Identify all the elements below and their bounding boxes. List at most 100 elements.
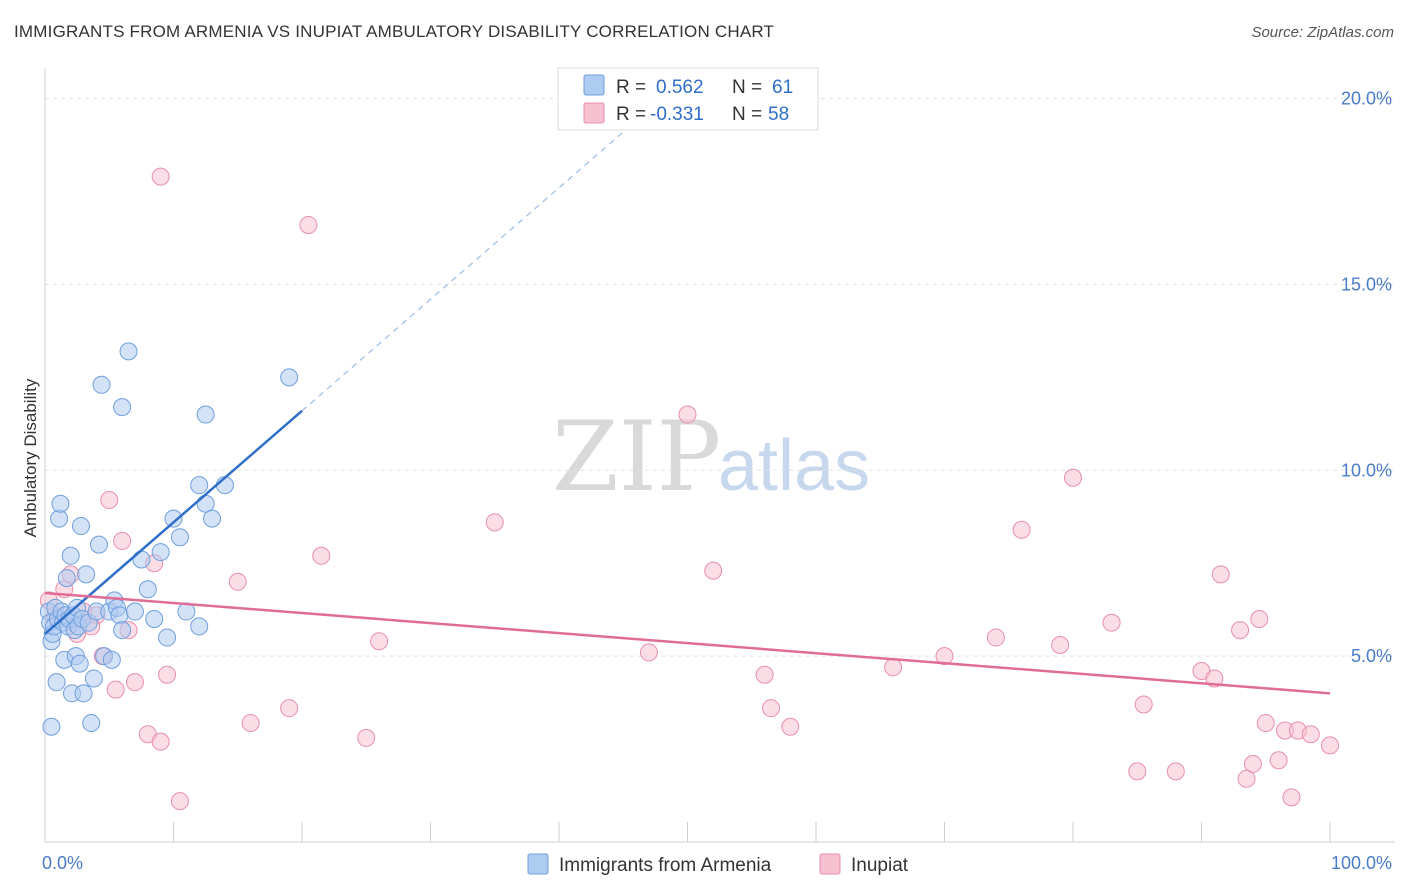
legend-r-label-2: R = (616, 104, 646, 125)
inupiat-point-10 (113, 531, 132, 550)
inupiat-point-17 (158, 665, 177, 684)
armenia-point-55 (190, 476, 209, 495)
bottom-legend-label-armenia: Immigrants from Armenia (559, 855, 772, 876)
inupiat-point-34 (935, 647, 954, 666)
armenia-point-54 (196, 405, 215, 424)
armenia-point-9 (51, 494, 70, 513)
inupiat-point-41 (1134, 695, 1153, 714)
inupiat-point-40 (1128, 762, 1147, 781)
top-legend: R = 0.562 N = 61 R = -0.331 N = 58 (557, 67, 819, 131)
inupiat-point-20 (241, 714, 260, 733)
inupiat-point-12 (125, 673, 144, 692)
inupiat-point-53 (1282, 788, 1301, 807)
inupiat-point-46 (1231, 621, 1250, 640)
y-tick-labels: 5.0% 10.0% 15.0% 20.0% (1341, 89, 1392, 667)
inupiat-point-39 (1102, 613, 1121, 632)
inupiat-point-21 (280, 699, 299, 718)
legend-r-value-2: -0.331 (650, 104, 704, 125)
legend-swatch-pink (583, 102, 605, 124)
watermark-atlas: atlas (718, 426, 870, 506)
inupiat-point-28 (678, 405, 697, 424)
armenia-point-37 (102, 650, 121, 669)
inupiat-point-8 (100, 491, 119, 510)
legend-r-label-1: R = (616, 77, 646, 98)
inupiat-point-31 (762, 699, 781, 718)
armenia-point-30 (82, 714, 101, 733)
armenia-point-48 (151, 543, 170, 562)
inupiat-point-48 (1243, 754, 1262, 773)
armenia-point-8 (50, 509, 69, 528)
armenia-point-60 (42, 717, 61, 736)
inupiat-point-19 (228, 572, 247, 591)
inupiat-point-38 (1064, 468, 1082, 487)
inupiat-point-33 (884, 658, 903, 677)
inupiat-point-49 (1250, 609, 1269, 628)
bottom-legend-swatch-blue (527, 853, 549, 875)
inupiat-point-56 (1321, 736, 1339, 755)
armenia-point-51 (170, 528, 189, 547)
inupiat-trend-line (44, 591, 1331, 695)
armenia-point-34 (92, 375, 111, 394)
x-tick-labels: 0.0% 100.0% (42, 853, 1392, 873)
armenia-point-46 (138, 580, 157, 599)
armenia-point-27 (74, 684, 93, 703)
bottom-legend: Immigrants from Armenia Inupiat (527, 853, 909, 876)
chart-title: IMMIGRANTS FROM ARMENIA VS INUPIAT AMBUL… (14, 22, 775, 41)
inupiat-point-32 (781, 717, 800, 736)
inupiat-point-9 (106, 680, 125, 699)
inupiat-point-16 (151, 167, 170, 186)
legend-r-value-1: 0.562 (656, 77, 704, 98)
inupiat-point-55 (1301, 725, 1320, 744)
inupiat-point-47 (1237, 769, 1256, 788)
inupiat-point-44 (1205, 669, 1224, 688)
y-tick-label-3: 20.0% (1341, 89, 1392, 109)
armenia-point-44 (125, 602, 144, 621)
armenia-point-47 (145, 609, 164, 628)
bottom-legend-swatch-pink (819, 853, 841, 875)
inupiat-point-25 (370, 632, 389, 651)
armenia-point-43 (113, 398, 132, 417)
inupiat-point-30 (755, 665, 774, 684)
chart-source: Source: ZipAtlas.com (1251, 24, 1394, 41)
inupiat-point-36 (1012, 520, 1031, 539)
armenia-point-41 (113, 621, 132, 640)
bottom-legend-label-inupiat: Inupiat (851, 855, 909, 876)
axes (44, 68, 1395, 843)
y-tick-label-1: 10.0% (1341, 460, 1392, 480)
armenia-point-59 (280, 368, 299, 387)
inupiat-point-23 (312, 546, 331, 565)
x-tick-label-0: 0.0% (42, 853, 83, 873)
inupiat-point-42 (1166, 762, 1185, 781)
armenia-point-42 (119, 342, 138, 361)
inupiat-point-18 (170, 792, 189, 811)
armenia-trend-extension (301, 131, 624, 412)
inupiat-point-29 (704, 561, 723, 580)
inupiat-point-35 (986, 628, 1005, 647)
legend-n-label-1: N = (732, 77, 762, 98)
armenia-point-45 (132, 550, 151, 569)
y-tick-label-0: 5.0% (1351, 646, 1392, 666)
x-tick-label-1: 100.0% (1331, 853, 1392, 873)
inupiat-point-26 (485, 513, 504, 532)
inupiat-point-22 (299, 215, 318, 234)
legend-n-value-2: 58 (768, 104, 789, 125)
armenia-point-57 (203, 509, 222, 528)
inupiat-point-37 (1051, 635, 1070, 654)
armenia-point-50 (164, 509, 183, 528)
inupiat-point-15 (151, 732, 170, 751)
armenia-point-24 (70, 654, 89, 673)
armenia-point-53 (190, 617, 209, 636)
armenia-point-49 (158, 628, 177, 647)
armenia-point-31 (84, 669, 103, 688)
legend-n-value-1: 61 (772, 77, 793, 98)
armenia-point-40 (110, 606, 129, 625)
inupiat-point-45 (1211, 565, 1230, 584)
inupiat-point-27 (639, 643, 658, 662)
inupiat-point-50 (1256, 714, 1275, 733)
armenia-point-14 (57, 569, 76, 588)
armenia-point-25 (71, 517, 90, 536)
armenia-point-17 (61, 546, 80, 565)
armenia-point-6 (47, 673, 66, 692)
y-tick-label-2: 15.0% (1341, 274, 1392, 294)
